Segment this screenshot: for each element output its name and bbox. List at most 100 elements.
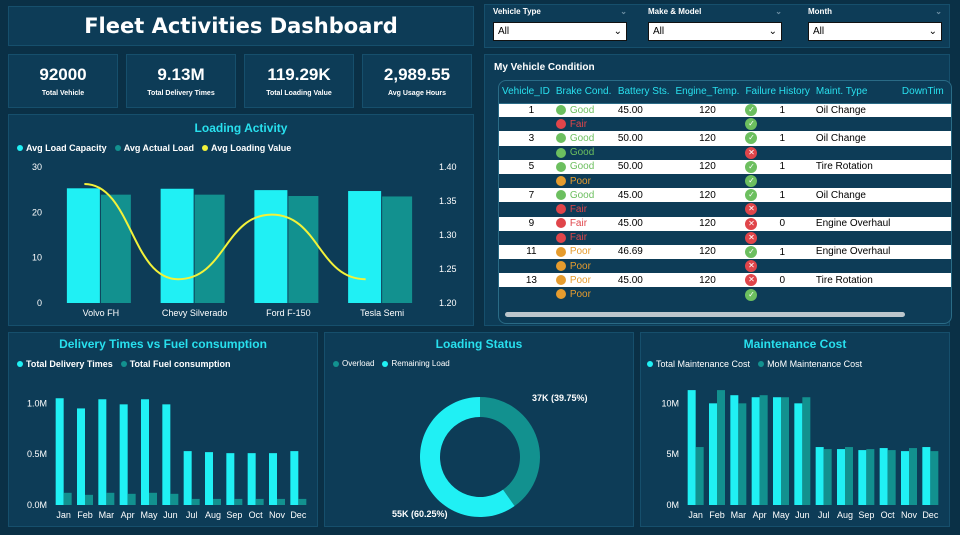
bar-series-2 [930,451,939,505]
brake-label: Good [569,132,595,144]
bar-series-2 [106,492,115,505]
month-dropdown[interactable]: All ⌄ [808,22,942,41]
column-header[interactable]: Maint. Type [812,81,899,104]
cell-maint-type: Oil Change [812,103,899,118]
column-header[interactable]: Failure History [742,81,813,104]
table-title: My Vehicle Condition [494,62,595,73]
brake-label: Poor [569,260,591,272]
x-tick-label: Ford F-150 [266,308,311,318]
x-tick-label: Jul [818,510,830,520]
make-model-dropdown[interactable]: All ⌄ [648,22,782,41]
legend-item[interactable]: Total Delivery Times [17,359,113,369]
cell-downtime: 1.3 [898,131,951,146]
legend-label: Total Maintenance Cost [656,359,751,369]
x-tick-label: Oct [249,510,264,520]
legend-item[interactable]: Remaining Load [382,359,450,368]
legend-dot [202,145,209,151]
kpi-value: 9.13M [157,65,205,84]
status-dot-icon [555,232,566,243]
cell-brake-condition: Good [552,103,615,118]
cell-maint-type [812,173,899,189]
status-dot-icon [555,190,566,201]
slicer-make-model: Make & Model ⌄ All ⌄ [648,7,782,41]
dropdown-arrow-icon: ⌄ [768,26,777,37]
kpi-value: 92000 [39,65,87,84]
cell-engine-temp [672,259,743,274]
y-tick-label: 5M [666,449,679,459]
legend-label: Avg Loading Value [211,143,292,153]
legend-item[interactable]: Overload [333,359,374,368]
column-header[interactable]: Vehicle_ID [499,81,553,104]
cell-brake-condition: Good [552,145,615,160]
legend-item[interactable]: Avg Actual Load [114,143,194,153]
column-header[interactable]: Engine_Temp. [672,81,743,104]
dashboard-title: Fleet Activities Dashboard [84,14,398,38]
status-dot-icon [555,204,566,215]
slicer-label: Month [808,7,832,16]
maintenance-cost-panel: Maintenance Cost Total Maintenance Cost … [640,332,950,527]
table-row[interactable]: Poor ✕ [499,259,951,274]
y-tick-label: 0.0M [27,500,47,510]
x-tick-label: Mar [731,510,747,520]
column-header[interactable]: Battery Sts. [614,81,673,104]
x-tick-label: Jul [186,510,198,520]
kpi-total-vehicle: 92000 Total Vehicle [8,54,118,108]
bar-series-1 [815,447,824,505]
x-circle-icon: ✕ [745,274,758,287]
chevron-down-icon[interactable]: ⌄ [620,7,627,16]
cell-failure-history: ✕ 0 [742,216,813,231]
donut-data-label: 37K (39.75%) [532,393,588,403]
failure-count: 1 [779,189,785,201]
brake-label: Good [569,147,595,159]
table-row[interactable]: Poor ✓ [499,287,951,302]
legend-dot [647,361,653,367]
bar-series-2 [802,397,811,505]
table-row[interactable]: Fair ✕ [499,230,951,245]
cell-battery: 45.00 [614,103,673,118]
legend-item[interactable]: Total Fuel consumption [120,359,231,369]
loading-status-donut: 37K (39.75%) 55K (60.25%) [392,393,588,519]
legend-item[interactable]: Avg Load Capacity [17,143,107,153]
column-header[interactable]: Brake Cond. [552,81,615,104]
table-row[interactable]: Fair ✓ [499,117,951,132]
cell-engine-temp [672,173,743,189]
cell-downtime: 0.6 [898,103,951,118]
table-row[interactable]: Poor ✓ [499,173,951,189]
cell-maint-type [812,202,899,217]
bar-series-1 [901,451,909,505]
cell-maint-type [812,259,899,274]
column-header[interactable]: DownTim [898,81,951,104]
status-dot-icon [555,275,566,286]
cell-vehicle-id [499,145,553,160]
vehicle-type-dropdown[interactable]: All ⌄ [493,22,627,41]
legend-item[interactable]: Total Maintenance Cost [647,359,750,369]
slicer-label: Make & Model [648,7,702,16]
table-row[interactable]: Good ✕ [499,145,951,160]
x-tick-label: Jun [163,510,178,520]
check-circle-icon: ✓ [745,104,758,117]
legend-item[interactable]: Avg Loading Value [202,143,291,153]
chevron-down-icon[interactable]: ⌄ [935,7,942,16]
chevron-down-icon[interactable]: ⌄ [775,7,782,16]
cell-battery [614,287,673,302]
cell-downtime: 0.6 [898,273,951,288]
chart-title: Loading Status [435,337,523,351]
cell-downtime [898,145,951,160]
legend-label: Avg Load Capacity [26,143,107,153]
cell-vehicle-id: 13 [499,273,553,288]
table-horizontal-scrollbar[interactable] [505,312,905,317]
bar-series-2 [781,397,789,505]
legend-item[interactable]: MoM Maintenance Cost [758,359,862,369]
donut-slice [420,397,515,517]
cell-downtime [898,259,951,274]
x-tick-label: May [772,510,790,520]
status-dot-icon [555,119,566,130]
table-row[interactable]: Fair ✕ [499,202,951,217]
